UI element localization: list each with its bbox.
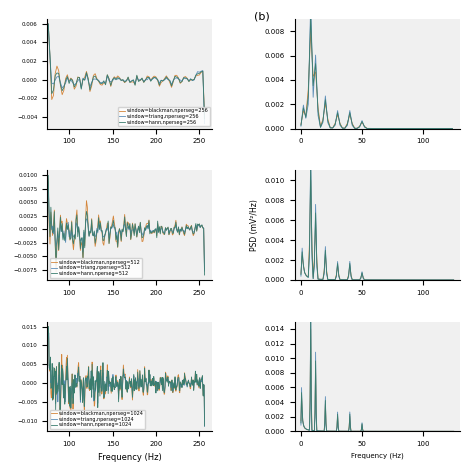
window=hann,nperseg=1024 [164,380,170,385]
Line: window=triang,nperseg=512: window=triang,nperseg=512 [47,175,205,271]
window=hann,nperseg=256 [46,21,51,27]
Text: (b): (b) [254,12,269,22]
window=blackman,nperseg=512 [98,218,103,224]
window=hann,nperseg=512 [145,226,151,231]
window=hann,nperseg=512 [202,272,208,278]
Line: window=triang,nperseg=1024: window=triang,nperseg=1024 [47,327,205,426]
Legend: window=blackman,nperseg=1024, window=triang,nperseg=1024, window=hann,nperseg=10: window=blackman,nperseg=1024, window=tri… [50,410,145,429]
window=triang,nperseg=256 [177,77,183,83]
window=triang,nperseg=1024 [111,385,117,391]
window=triang,nperseg=1024 [202,423,208,429]
Line: window=blackman,nperseg=512: window=blackman,nperseg=512 [47,175,205,272]
window=triang,nperseg=256 [198,68,204,74]
window=triang,nperseg=1024 [45,341,50,347]
window=blackman,nperseg=256 [177,81,183,86]
window=blackman,nperseg=1024 [53,371,59,376]
window=triang,nperseg=256 [197,69,202,75]
Y-axis label: PSD (mV²/Hz): PSD (mV²/Hz) [250,199,259,251]
window=hann,nperseg=256 [82,77,88,83]
window=blackman,nperseg=1024 [83,378,89,383]
window=hann,nperseg=1024 [202,423,208,429]
window=triang,nperseg=256 [64,75,70,81]
window=blackman,nperseg=512 [109,223,115,228]
window=hann,nperseg=256 [177,80,183,85]
window=blackman,nperseg=512 [125,219,130,225]
window=blackman,nperseg=1024 [57,416,63,422]
window=triang,nperseg=256 [82,77,88,83]
window=triang,nperseg=1024 [164,377,170,383]
X-axis label: Frequency (Hz): Frequency (Hz) [98,453,162,462]
window=blackman,nperseg=256 [82,74,88,80]
window=hann,nperseg=512 [108,224,114,230]
window=blackman,nperseg=512 [202,266,208,272]
window=hann,nperseg=1024 [45,354,50,360]
window=triang,nperseg=256 [46,21,51,27]
window=triang,nperseg=512 [116,229,121,235]
window=triang,nperseg=1024 [60,374,66,380]
Legend: window=blackman,nperseg=256, window=triang,nperseg=256, window=hann,nperseg=256: window=blackman,nperseg=256, window=tria… [118,107,210,126]
window=blackman,nperseg=512 [117,226,122,231]
window=hann,nperseg=1024 [83,375,89,381]
window=hann,nperseg=1024 [111,387,117,392]
window=triang,nperseg=512 [97,227,102,232]
window=hann,nperseg=1024 [80,383,86,388]
Line: window=hann,nperseg=1024: window=hann,nperseg=1024 [47,327,205,426]
window=triang,nperseg=1024 [45,324,51,329]
window=hann,nperseg=512 [116,229,121,235]
window=hann,nperseg=512 [124,234,129,239]
window=blackman,nperseg=1024 [165,373,171,379]
window=blackman,nperseg=256 [46,21,51,27]
window=hann,nperseg=1024 [60,373,66,378]
window=blackman,nperseg=256 [197,72,202,78]
Line: window=blackman,nperseg=1024: window=blackman,nperseg=1024 [47,327,205,419]
Legend: window=blackman,nperseg=512, window=triang,nperseg=512, window=hann,nperseg=512: window=blackman,nperseg=512, window=tria… [50,258,142,278]
window=triang,nperseg=512 [123,227,128,232]
window=hann,nperseg=256 [197,71,202,76]
window=triang,nperseg=256 [85,78,91,84]
X-axis label: Frequency (Hz): Frequency (Hz) [351,453,404,459]
window=triang,nperseg=512 [145,226,151,232]
window=hann,nperseg=256 [198,69,204,75]
window=triang,nperseg=512 [45,173,50,178]
window=hann,nperseg=512 [45,173,50,178]
window=blackman,nperseg=512 [45,173,50,178]
window=triang,nperseg=1024 [53,376,59,382]
window=triang,nperseg=512 [124,227,129,233]
window=blackman,nperseg=256 [198,70,204,75]
Line: window=hann,nperseg=512: window=hann,nperseg=512 [47,175,205,275]
window=blackman,nperseg=1024 [45,358,50,364]
window=hann,nperseg=256 [64,73,70,79]
window=blackman,nperseg=1024 [112,384,118,390]
window=blackman,nperseg=512 [146,217,152,223]
window=blackman,nperseg=256 [85,76,91,82]
Line: window=hann,nperseg=256: window=hann,nperseg=256 [48,24,205,118]
window=triang,nperseg=1024 [83,376,89,382]
window=triang,nperseg=512 [108,226,114,232]
window=blackman,nperseg=1024 [61,390,66,395]
window=hann,nperseg=256 [85,76,91,82]
window=blackman,nperseg=256 [64,72,70,78]
window=blackman,nperseg=256 [202,112,208,118]
window=hann,nperseg=1024 [46,324,51,329]
window=hann,nperseg=512 [97,227,102,232]
window=blackman,nperseg=512 [53,269,59,275]
window=triang,nperseg=512 [202,268,208,274]
window=blackman,nperseg=1024 [202,415,208,421]
window=hann,nperseg=512 [123,226,128,231]
window=blackman,nperseg=512 [124,233,129,238]
window=triang,nperseg=256 [202,121,208,127]
window=hann,nperseg=256 [202,116,208,121]
Line: window=triang,nperseg=256: window=triang,nperseg=256 [48,24,205,124]
window=blackman,nperseg=1024 [81,375,86,381]
window=blackman,nperseg=1024 [46,324,51,329]
window=triang,nperseg=1024 [80,384,86,390]
Line: window=blackman,nperseg=256: window=blackman,nperseg=256 [48,24,205,115]
window=hann,nperseg=1024 [53,370,59,375]
